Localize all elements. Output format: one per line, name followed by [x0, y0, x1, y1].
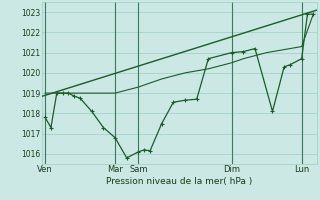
X-axis label: Pression niveau de la mer( hPa ): Pression niveau de la mer( hPa ) — [106, 177, 252, 186]
